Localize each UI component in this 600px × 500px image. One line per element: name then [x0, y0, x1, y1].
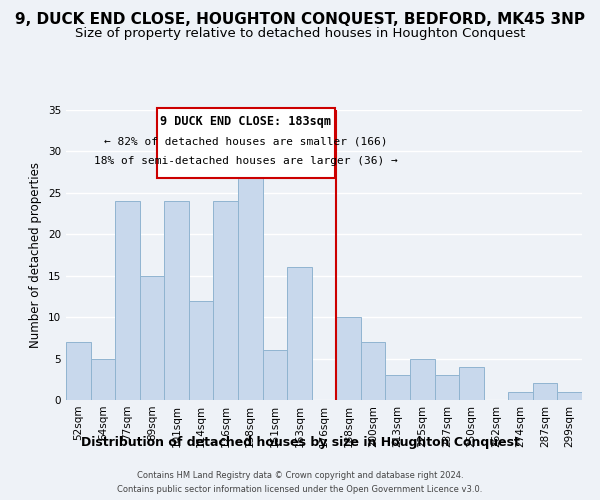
Bar: [385, 375, 410, 400]
Bar: [238, 160, 263, 400]
Bar: [164, 201, 189, 400]
Text: ← 82% of detached houses are smaller (166): ← 82% of detached houses are smaller (16…: [104, 136, 388, 146]
Text: Contains public sector information licensed under the Open Government Licence v3: Contains public sector information licen…: [118, 484, 482, 494]
Text: 18% of semi-detached houses are larger (36) →: 18% of semi-detached houses are larger (…: [94, 156, 398, 166]
Bar: [263, 350, 287, 400]
Bar: [557, 392, 582, 400]
Bar: [287, 268, 312, 400]
Bar: [410, 358, 434, 400]
Bar: [115, 201, 140, 400]
Bar: [66, 342, 91, 400]
Bar: [459, 367, 484, 400]
Text: Distribution of detached houses by size in Houghton Conquest: Distribution of detached houses by size …: [80, 436, 520, 449]
Text: 9 DUCK END CLOSE: 183sqm: 9 DUCK END CLOSE: 183sqm: [160, 115, 331, 128]
Bar: [361, 342, 385, 400]
Bar: [214, 201, 238, 400]
Bar: [140, 276, 164, 400]
Bar: [91, 358, 115, 400]
Text: Contains HM Land Registry data © Crown copyright and database right 2024.: Contains HM Land Registry data © Crown c…: [137, 472, 463, 480]
Bar: [533, 384, 557, 400]
Bar: [508, 392, 533, 400]
Bar: [336, 317, 361, 400]
Y-axis label: Number of detached properties: Number of detached properties: [29, 162, 43, 348]
Text: Size of property relative to detached houses in Houghton Conquest: Size of property relative to detached ho…: [75, 28, 525, 40]
Bar: [434, 375, 459, 400]
FancyBboxPatch shape: [157, 108, 335, 178]
Text: 9, DUCK END CLOSE, HOUGHTON CONQUEST, BEDFORD, MK45 3NP: 9, DUCK END CLOSE, HOUGHTON CONQUEST, BE…: [15, 12, 585, 28]
Bar: [189, 300, 214, 400]
